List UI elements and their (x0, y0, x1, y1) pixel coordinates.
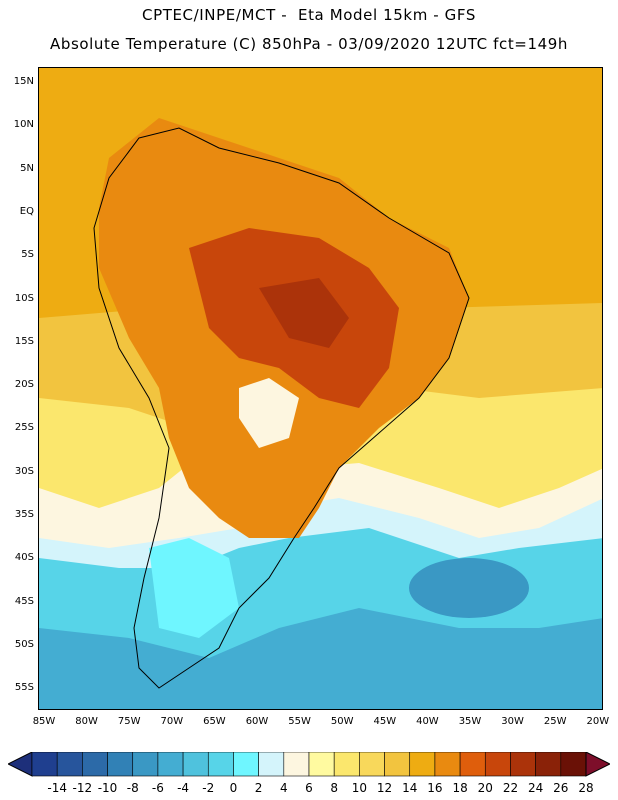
temperature-map (38, 67, 603, 710)
colorbar-tick-label: 18 (452, 781, 468, 795)
lon-label: 25W (543, 716, 567, 727)
colorbar-segment (82, 752, 108, 777)
lon-label: 85W (32, 716, 56, 727)
lon-label: 60W (245, 716, 269, 727)
lat-label: 55S (14, 682, 34, 694)
lat-label: 15S (14, 335, 34, 347)
lat-label: 50S (14, 638, 34, 650)
andes-cool (239, 378, 299, 448)
colorbar-tick-label: 20 (477, 781, 493, 795)
colorbar-tick-label: 4 (279, 781, 288, 795)
colorbar-tick-label: 2 (254, 781, 263, 795)
lat-label: EQ (19, 205, 34, 217)
colorbar-tick-label: 8 (330, 781, 338, 795)
colorbar-segment (107, 752, 134, 777)
lon-label: 75W (117, 716, 141, 727)
colorbar-tick-label: -4 (177, 781, 190, 795)
colorbar-segment (384, 752, 411, 777)
lon-label: 70W (160, 716, 184, 727)
colorbar-segment (258, 752, 285, 777)
colorbar-over-arrow (585, 752, 610, 777)
colorbar-tick-label: -2 (202, 781, 215, 795)
field-cold-core (409, 558, 529, 618)
lat-label: 40S (14, 552, 34, 564)
colorbar-tick-label: -6 (151, 781, 164, 795)
colorbar-segment (233, 752, 259, 777)
colorbar-segment (484, 752, 511, 777)
lat-label: 15N (13, 76, 34, 87)
colorbar-tick-label: 22 (502, 781, 519, 795)
colorbar-segment (157, 752, 184, 777)
colorbar-segment (510, 752, 536, 777)
colorbar-tick-label: 6 (305, 781, 313, 795)
colorbar-segment (333, 752, 360, 777)
colorbar-tick-label: 26 (553, 781, 569, 795)
lon-label: 65W (203, 716, 226, 727)
colorbar-segment (132, 752, 159, 777)
colorbar-segment (283, 752, 310, 777)
colorbar-tick-label: 24 (527, 781, 544, 795)
coastline (93, 127, 470, 689)
colorbar-tick-label: -8 (126, 781, 139, 795)
lat-label: 35S (14, 509, 34, 520)
colorbar-segment (409, 752, 436, 777)
lon-label: 45W (373, 716, 397, 727)
lon-label: 50W (330, 716, 354, 727)
colorbar-tick-label: -10 (97, 781, 118, 795)
colorbar-tick-label: 0 (229, 781, 238, 795)
lat-label: 45S (14, 595, 34, 607)
colorbar-tick-label: -14 (47, 781, 67, 795)
colorbar-under-arrow (8, 752, 33, 777)
colorbar-segment (434, 752, 461, 777)
lon-label: 35W (458, 716, 482, 727)
colorbar-tick-label: 28 (578, 781, 594, 795)
colorbar-segment (359, 752, 385, 777)
lon-label: 20W (586, 716, 610, 727)
colorbar-tick-label: 14 (402, 781, 418, 795)
continent-hot2 (259, 278, 349, 348)
lat-label: 30S (14, 465, 34, 477)
colorbar-segment (182, 752, 209, 777)
colorbar-segment (560, 752, 587, 777)
colorbar-tick-label: 12 (376, 781, 393, 795)
lon-label: 55W (288, 716, 311, 727)
colorbar-segment (31, 752, 58, 777)
colorbar-tick-label: 10 (351, 781, 367, 795)
map-title-line2: Absolute Temperature (C) 850hPa - 03/09/… (49, 35, 569, 53)
field-colder (39, 608, 602, 709)
colorbar-segment (459, 752, 486, 777)
map-title-line1: CPTEC/INPE/MCT - Eta Model 15km - GFS (142, 6, 476, 24)
lat-label: 25S (14, 422, 34, 434)
colorbar-segment (207, 752, 234, 777)
temperature-field (39, 68, 602, 709)
patagonia-cold (149, 538, 239, 638)
colorbar-tick-label: -12 (72, 781, 93, 795)
lat-label: 5N (20, 162, 34, 174)
colorbar (8, 752, 610, 777)
colorbar-segment (535, 752, 562, 777)
lat-label: 20S (14, 379, 34, 391)
lat-label: 10S (14, 292, 34, 304)
lat-label: 10N (13, 119, 34, 131)
colorbar-tick-label: 16 (427, 781, 443, 795)
lon-label: 30W (501, 716, 524, 727)
lon-label: 80W (75, 716, 98, 727)
colorbar-segment (56, 752, 83, 777)
lon-label: 40W (416, 716, 439, 727)
colorbar-segment (308, 752, 335, 777)
lat-label: 5S (21, 249, 34, 261)
